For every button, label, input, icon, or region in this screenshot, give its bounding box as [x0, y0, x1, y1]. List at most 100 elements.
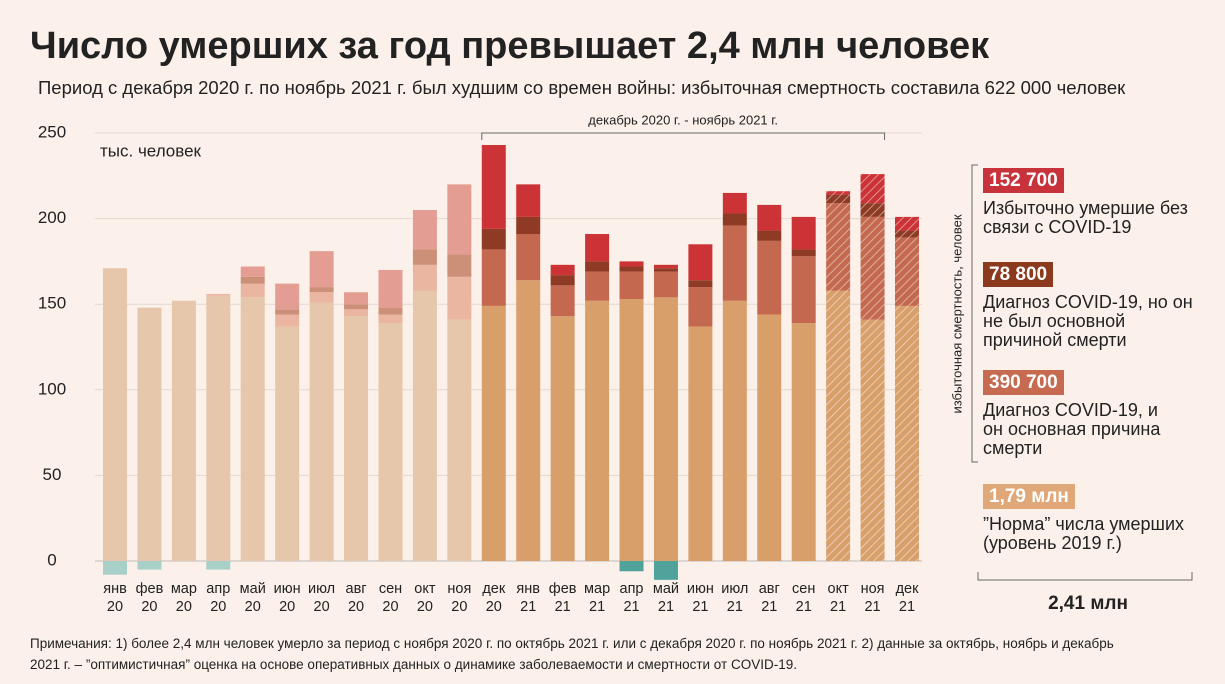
- bar-segment: [653, 561, 678, 580]
- hatch: [826, 203, 851, 291]
- bar-segment: [619, 271, 644, 300]
- bar-segment: [378, 314, 403, 324]
- bar-segment: [585, 261, 610, 272]
- x-tick-year: 20: [210, 599, 226, 615]
- bar-segment: [550, 275, 575, 286]
- hatch: [895, 230, 919, 238]
- bar-segment: [585, 300, 610, 561]
- bar-segment: [378, 307, 403, 315]
- x-tick-label: янв 20: [103, 581, 127, 615]
- x-tick-month: июл: [308, 581, 335, 597]
- bar-segment: [275, 314, 300, 327]
- hatch: [860, 216, 885, 320]
- total-label: 2,41 млн: [1048, 593, 1128, 614]
- bar-segment: [412, 290, 437, 561]
- bar-segment: [378, 269, 403, 308]
- y-tick-label: 250: [38, 122, 66, 141]
- bar-segment: [722, 225, 747, 301]
- x-tick-label: дек 20: [482, 581, 506, 615]
- bar-segment: [653, 264, 678, 269]
- x-tick-month: окт: [414, 581, 436, 597]
- x-tick-label: окт 21: [828, 581, 850, 615]
- x-tick-label: авг 20: [346, 581, 367, 615]
- x-tick-label: окт 20: [414, 581, 436, 615]
- bar-segment: [516, 184, 541, 217]
- bar-segment: [757, 240, 782, 315]
- x-tick-month: сен: [792, 581, 815, 597]
- bar-segment: [791, 323, 816, 561]
- x-tick-month: ноя: [861, 581, 885, 597]
- x-tick-label: июн 21: [687, 581, 714, 615]
- bar-segment: [240, 283, 265, 298]
- x-tick-month: апр: [206, 581, 230, 597]
- bar-segment: [791, 216, 816, 250]
- x-tick-label: ноя 21: [861, 581, 885, 615]
- hatch: [860, 203, 885, 217]
- bar-segment: [275, 283, 300, 310]
- note-line: 2021 г. – ”оптимистичная” оценка на осно…: [30, 657, 797, 672]
- bar-segment: [447, 276, 472, 320]
- bar-segment: [103, 268, 127, 561]
- y-tick-label: 100: [38, 379, 66, 398]
- bar-segment: [447, 254, 472, 277]
- bar-segment: [585, 234, 610, 262]
- x-tick-month: май: [240, 581, 266, 597]
- bar-segment: [722, 300, 747, 561]
- bar-segment: [309, 292, 334, 303]
- bar-segment: [309, 302, 334, 561]
- hatch: [826, 191, 851, 195]
- legend-text: ”Норма” числа умерших (уровень 2019 г.): [983, 514, 1185, 553]
- bar-segment: [619, 299, 644, 561]
- x-tick-label: апр 21: [620, 581, 644, 615]
- x-tick-month: янв: [103, 581, 127, 597]
- bar-segment: [516, 280, 541, 561]
- x-tick-year: 20: [279, 599, 295, 615]
- bar-segment: [757, 204, 782, 231]
- x-tick-label: июл 20: [308, 581, 335, 615]
- x-tick-year: 20: [107, 599, 123, 615]
- hatch: [826, 194, 851, 204]
- bar-segment: [447, 184, 472, 255]
- chart-title: Число умерших за год превышает 2,4 млн ч…: [30, 25, 990, 67]
- x-tick-label: ноя 20: [447, 581, 471, 615]
- x-tick-year: 21: [830, 599, 846, 615]
- bar-segment: [550, 264, 575, 276]
- bar-segment: [619, 261, 644, 267]
- bar-segment: [481, 249, 506, 306]
- legend-bracket: [971, 164, 978, 463]
- x-tick-year: 21: [520, 599, 536, 615]
- x-tick-month: май: [653, 581, 679, 597]
- bar-segment: [240, 297, 265, 561]
- bar-segment: [137, 307, 162, 561]
- bar-segment: [791, 256, 816, 324]
- x-tick-label: сен 20: [379, 581, 402, 615]
- x-tick-month: ноя: [447, 581, 471, 597]
- x-tick-year: 20: [486, 599, 502, 615]
- x-tick-label: май 21: [653, 581, 679, 615]
- bar-segment: [275, 309, 300, 315]
- x-tick-month: июн: [274, 581, 301, 597]
- x-tick-label: авг 21: [759, 581, 780, 615]
- x-tick-month: апр: [620, 581, 644, 597]
- bar-segment: [344, 304, 369, 310]
- x-tick-label: мар 21: [584, 581, 610, 615]
- bar-segment: [240, 266, 265, 277]
- bar-segment: [516, 234, 541, 281]
- x-tick-month: дек: [482, 581, 506, 597]
- bar-segment: [791, 249, 816, 257]
- legend-entry: 1,79 млн ”Норма” числа умерших (уровень …: [983, 484, 1198, 553]
- bar-segment: [344, 309, 369, 317]
- hatch: [860, 319, 885, 561]
- bar-segment: [412, 210, 437, 250]
- bar-segment: [653, 271, 678, 298]
- bar-segment: [516, 216, 541, 235]
- x-tick-month: июл: [721, 581, 748, 597]
- x-tick-year: 21: [864, 599, 880, 615]
- y-tick-label: 150: [38, 294, 66, 313]
- y-tick-label: 50: [43, 465, 62, 484]
- x-tick-month: мар: [584, 581, 610, 597]
- x-tick-label: май 20: [240, 581, 266, 615]
- bar-segment: [481, 144, 506, 229]
- y-tick-label: 200: [38, 208, 66, 227]
- bar-segment: [550, 316, 575, 561]
